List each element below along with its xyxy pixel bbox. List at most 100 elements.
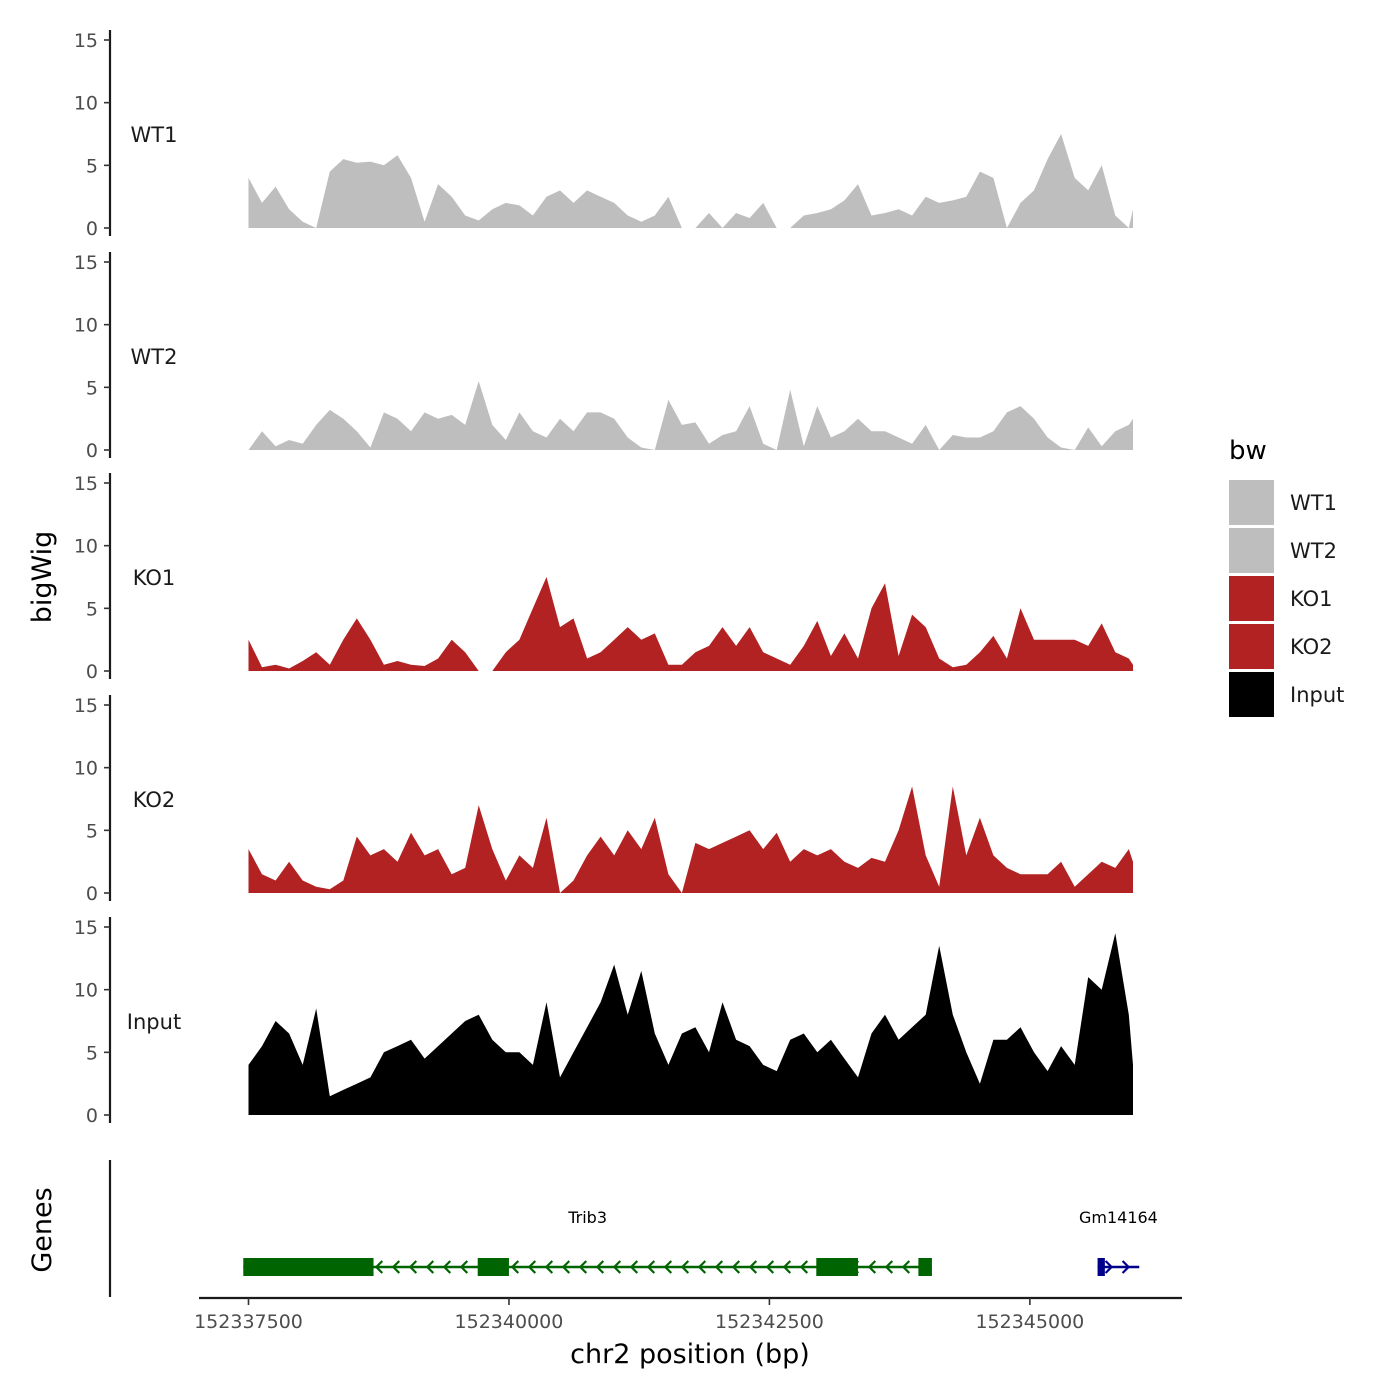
- strand-arrow: [459, 1260, 469, 1274]
- y-tick-label: 0: [86, 661, 98, 683]
- area-wt1: [248, 134, 1133, 228]
- legend-item-wt2: WT2: [1229, 528, 1337, 573]
- strand-arrow: [765, 1260, 775, 1274]
- legend-label: WT1: [1290, 491, 1337, 515]
- y-tick-label: 5: [86, 1042, 98, 1064]
- x-tick-label: 152345000: [975, 1311, 1084, 1333]
- gene-trib3: Trib3: [243, 1208, 932, 1276]
- gene-label: Trib3: [567, 1208, 607, 1227]
- y-tick-label: 0: [86, 218, 98, 240]
- strand-arrow: [867, 1260, 877, 1274]
- track-wt2: 0 5 10 15 WT2: [74, 252, 1133, 462]
- y-tick-label: 10: [74, 980, 98, 1002]
- strand-arrow: [1121, 1260, 1131, 1274]
- legend: bw WT1 WT2 KO1 KO2 Input: [1229, 436, 1344, 717]
- strand-arrow: [680, 1260, 690, 1274]
- track-wt1: 0 5 10 15 WT1: [74, 30, 1133, 240]
- strand-arrow: [527, 1260, 537, 1274]
- y-tick-label: 10: [74, 93, 98, 115]
- strand-arrow: [629, 1260, 639, 1274]
- strand-arrow: [595, 1260, 605, 1274]
- area-ko1: [248, 577, 1133, 671]
- strand-arrow: [442, 1260, 452, 1274]
- strand-arrow: [578, 1260, 588, 1274]
- x-axis: 152337500 152340000 152342500 152345000: [194, 1296, 1182, 1333]
- y-tick-label: 15: [74, 473, 98, 495]
- track-label: WT2: [131, 345, 178, 369]
- strand-arrow: [697, 1260, 707, 1274]
- strand-arrow: [714, 1260, 724, 1274]
- gene-gm14164: Gm14164: [1079, 1208, 1158, 1276]
- gene-label: Gm14164: [1079, 1208, 1158, 1227]
- tracks-panel: 0 5 10 15 WT1 0 5 10 15 WT2 0 5 10 15 KO1 0 5 10 15 KO2 0 5 10…: [74, 30, 1133, 1127]
- x-tick-label: 152337500: [194, 1311, 303, 1333]
- genes-panel: Trib3 Gm14164: [108, 1160, 1158, 1297]
- strand-arrow: [884, 1260, 894, 1274]
- strand-arrow: [748, 1260, 758, 1274]
- strand-arrow: [663, 1260, 673, 1274]
- legend-item-input: Input: [1229, 672, 1344, 717]
- strand-arrow: [408, 1260, 418, 1274]
- y-tick-label: 0: [86, 883, 98, 905]
- legend-swatch: [1229, 528, 1274, 573]
- y-tick-label: 5: [86, 820, 98, 842]
- gene-exon: [477, 1258, 509, 1276]
- track-label: KO2: [133, 788, 176, 812]
- x-tick-label: 152342500: [715, 1311, 824, 1333]
- strand-arrow: [782, 1260, 792, 1274]
- gene-exon: [1097, 1258, 1105, 1276]
- track-ko2: 0 5 10 15 KO2: [74, 695, 1133, 905]
- legend-label: KO1: [1290, 587, 1333, 611]
- area-wt2: [248, 381, 1133, 450]
- legend-swatch: [1229, 480, 1274, 525]
- strand-arrow: [391, 1260, 401, 1274]
- strand-arrow: [901, 1260, 911, 1274]
- track-input: 0 5 10 15 Input: [74, 917, 1133, 1127]
- track-label: Input: [127, 1010, 181, 1034]
- y-tick-label: 5: [86, 155, 98, 177]
- y-tick-label: 5: [86, 598, 98, 620]
- area-ko2: [248, 786, 1133, 893]
- area-input: [248, 933, 1133, 1115]
- strand-arrow: [799, 1260, 809, 1274]
- gene-exon: [243, 1258, 374, 1276]
- legend-swatch: [1229, 672, 1274, 717]
- x-axis-title: chr2 position (bp): [570, 1339, 810, 1370]
- strand-arrow: [425, 1260, 435, 1274]
- track-label: WT1: [131, 123, 178, 147]
- track-label: KO1: [133, 566, 176, 590]
- legend-label: KO2: [1290, 635, 1333, 659]
- legend-item-ko2: KO2: [1229, 624, 1333, 669]
- x-tick-label: 152340000: [455, 1311, 564, 1333]
- legend-item-ko1: KO1: [1229, 576, 1333, 621]
- legend-swatch: [1229, 624, 1274, 669]
- y-tick-label: 10: [74, 315, 98, 337]
- y-tick-label: 0: [86, 1105, 98, 1127]
- strand-arrow: [561, 1260, 571, 1274]
- strand-arrow: [731, 1260, 741, 1274]
- y-tick-label: 0: [86, 440, 98, 462]
- y-tick-label: 15: [74, 917, 98, 939]
- strand-arrow: [1104, 1260, 1114, 1274]
- legend-label: Input: [1290, 683, 1344, 707]
- strand-arrow: [374, 1260, 384, 1274]
- legend-swatch: [1229, 576, 1274, 621]
- track-ko1: 0 5 10 15 KO1: [74, 473, 1133, 683]
- y-tick-label: 15: [74, 30, 98, 52]
- genes-panel-title: Genes: [27, 1187, 58, 1272]
- gene-exon: [918, 1258, 932, 1276]
- legend-label: WT2: [1290, 539, 1337, 563]
- strand-arrow: [544, 1260, 554, 1274]
- strand-arrow: [510, 1260, 520, 1274]
- strand-arrow: [612, 1260, 622, 1274]
- gene-exon: [816, 1258, 858, 1276]
- legend-item-wt1: WT1: [1229, 480, 1337, 525]
- y-tick-label: 15: [74, 252, 98, 274]
- strand-arrow: [646, 1260, 656, 1274]
- legend-title: bw: [1229, 436, 1267, 466]
- y-tick-label: 10: [74, 536, 98, 558]
- y-tick-label: 15: [74, 695, 98, 717]
- y-tick-label: 10: [74, 758, 98, 780]
